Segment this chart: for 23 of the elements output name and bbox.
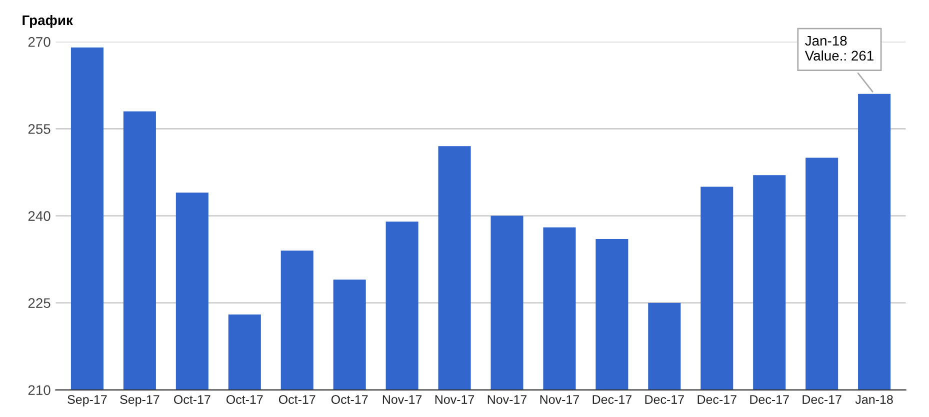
x-tick-label: Nov-17 xyxy=(435,395,474,404)
x-tick-label: Oct-17 xyxy=(331,395,368,404)
x-tick-label: Dec-17 xyxy=(802,395,842,404)
x-tick-label: Jan-18 xyxy=(855,395,893,404)
x-tick-label: Sep-17 xyxy=(120,395,160,406)
x-tick-label: Nov-17 xyxy=(382,395,422,404)
x-tick-label: Oct-17 xyxy=(226,395,263,404)
x-tick-label: Dec-17 xyxy=(698,395,736,404)
x-tick-label: Nov-17 xyxy=(540,395,579,404)
x-tick-label: Oct-17 xyxy=(174,395,210,404)
chart-title: График xyxy=(22,14,73,28)
x-tick-label: Oct-17 xyxy=(278,395,316,404)
x-tick-label: Sep-17 xyxy=(68,395,107,406)
y-tick-label: 270 xyxy=(28,37,50,47)
x-tick-label: Nov-17 xyxy=(488,395,527,404)
annotation: Jan-18 Value.: 261 xyxy=(804,36,874,61)
x-tick-label: Dec-17 xyxy=(592,395,632,404)
y-tick-label: 225 xyxy=(28,298,50,308)
y-tick-label: 210 xyxy=(28,385,50,396)
x-tick-label: Dec-17 xyxy=(750,395,789,404)
x-tick-label: Dec-17 xyxy=(645,395,684,404)
y-tick-label: 240 xyxy=(28,211,50,221)
y-tick-label: 255 xyxy=(28,124,50,134)
